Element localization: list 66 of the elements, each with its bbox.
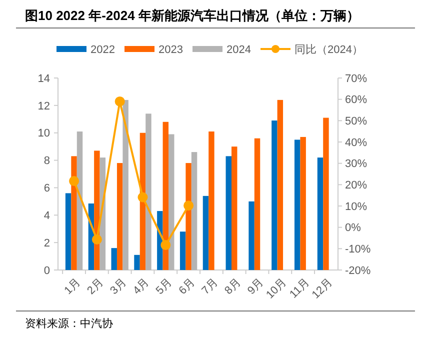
legend-label: 2023 [158,44,183,56]
bar [317,158,324,270]
point [138,192,148,202]
point [92,234,102,244]
bar [202,196,209,270]
bar [300,136,306,270]
x-tick-label: 8月 [222,276,244,297]
bar [323,118,329,270]
bar [191,152,198,270]
bar [168,134,174,270]
point [184,200,194,211]
y-tick-label: 10 [38,128,50,140]
y-tick-label: 12 [38,100,50,112]
bar [134,254,140,270]
x-tick-label: 2月 [85,276,106,297]
y2-tick-label: 30% [345,158,368,170]
y2-tick-label: 10% [345,200,368,213]
text: 资料来源：中汽协 [25,317,113,330]
x-tick-label: 9月 [246,276,266,297]
x-tick-label: 4月 [130,276,152,297]
y2-tick-label: 60% [345,94,368,106]
legend-label: 同比（2024） [294,42,363,56]
bar [146,114,152,270]
point [114,96,125,106]
bar [272,120,278,270]
legend-label: 2022 [90,44,115,56]
bar [71,156,77,270]
chart-title: 图10 2022 年-2024 年新能源汽车出口情况（单位：万辆） [25,8,360,23]
legend-label: 2024 [226,44,251,56]
bar [231,146,238,270]
bar [226,156,232,270]
y-tick-label: 2 [44,237,50,250]
y2-tick-label: -10% [345,244,371,256]
bar [122,100,128,270]
bar [116,163,123,270]
bar [248,201,254,270]
y-tick-label: 4 [44,210,50,222]
x-tick-label: 5月 [154,276,174,297]
y2-tick-label: 70% [345,72,368,85]
y-tick-label: 6 [44,182,50,195]
x-tick-label: 11月 [288,276,312,301]
x-tick-label: 12月 [310,276,335,302]
y2-tick-label: 50% [345,116,368,128]
y2-tick-label: 40% [345,136,368,149]
y2-tick-label: -20% [345,264,371,277]
x-tick-label: 3月 [108,276,129,297]
bar [180,232,186,270]
bar [186,163,192,270]
bar [76,131,83,270]
bar [277,100,284,270]
x-tick-label: 6月 [176,276,198,297]
y2-tick-label: 0% [345,222,362,234]
y2-tick-label: 20% [345,180,368,192]
point [160,240,171,250]
y-tick-label: 0 [44,264,50,277]
point [69,176,80,186]
bar [208,131,214,270]
bar [294,140,300,270]
y-tick-label: 14 [38,72,50,85]
x-tick-label: 7月 [200,276,220,297]
x-tick-label: 1月 [62,276,83,297]
y-tick-label: 8 [44,155,50,168]
bar [254,138,260,270]
bar [111,248,117,270]
bar [65,193,72,270]
x-tick-label: 10月 [264,276,290,302]
